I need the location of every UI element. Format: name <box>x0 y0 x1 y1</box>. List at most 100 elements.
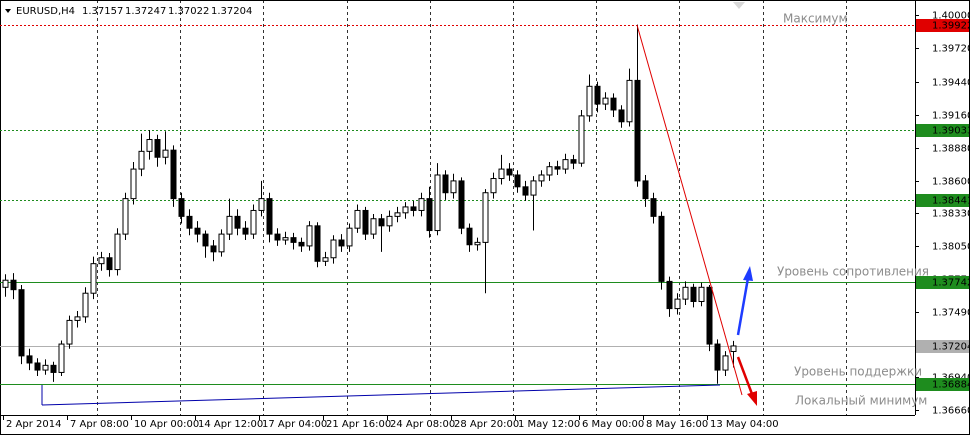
x-tick-label: 24 Apr 08:00 <box>390 419 455 430</box>
candle-body <box>138 150 145 170</box>
annotation: Локальный минимум <box>795 394 927 408</box>
candle-body <box>202 233 209 247</box>
candle-body <box>546 166 553 176</box>
candle-body <box>482 192 489 243</box>
candle-body <box>730 345 737 353</box>
candle-body <box>690 286 697 302</box>
candle-body <box>154 139 161 158</box>
trend-line <box>636 24 743 396</box>
ohlc-open: 1.37157 <box>82 6 123 17</box>
y-tick-label: 1.39720 <box>932 44 970 55</box>
price-label-box <box>916 19 969 32</box>
y-tick-label: 1.38330 <box>932 209 970 220</box>
candle-body <box>338 239 345 247</box>
candle-body <box>242 227 249 235</box>
candle-body <box>514 174 521 188</box>
x-tick-label: 28 Apr 20:00 <box>454 419 519 430</box>
annotation: Максимум <box>783 12 848 26</box>
price-label-box <box>916 194 969 207</box>
candle-body <box>330 239 337 259</box>
candle-body <box>410 206 417 211</box>
candle-body <box>146 139 153 152</box>
candle-body <box>674 298 681 310</box>
candle-body <box>186 215 193 229</box>
price-label-box <box>916 378 969 391</box>
candle-body <box>322 257 329 262</box>
candle-body <box>234 215 241 229</box>
y-tick-label: 1.36660 <box>932 406 970 417</box>
ohlc-high: 1.37247 <box>125 6 166 17</box>
candle-body <box>538 174 545 182</box>
price-label-box <box>916 340 969 353</box>
candle-body <box>562 159 569 170</box>
candle-body <box>314 225 321 262</box>
candle-body <box>218 233 225 253</box>
candle-body <box>682 286 689 300</box>
x-tick-label: 2 Apr 2014 <box>6 419 61 430</box>
ohlc-low: 1.37022 <box>168 6 209 17</box>
x-tick-label: 13 May 04:00 <box>710 419 779 430</box>
price-label-box <box>916 124 969 137</box>
price-label: 1.37742 <box>932 278 970 289</box>
candle-body <box>34 362 41 371</box>
candle-body <box>458 180 465 229</box>
candle-body <box>2 279 9 288</box>
candle-body <box>178 198 185 217</box>
price-label: 1.39033 <box>932 126 970 137</box>
candle-body <box>522 186 529 196</box>
candle-body <box>602 97 609 105</box>
candle-body <box>26 355 33 364</box>
candle-body <box>626 79 633 123</box>
candle-body <box>42 364 49 371</box>
candle-body <box>362 209 369 235</box>
candle-body <box>530 180 537 196</box>
candle-body <box>714 343 721 371</box>
candle-body <box>658 215 665 282</box>
candle-body <box>698 286 705 302</box>
candle-body <box>554 166 561 170</box>
candle-body <box>418 198 425 211</box>
candle-body <box>250 209 257 235</box>
candle-body <box>346 227 353 247</box>
candle-body <box>130 168 137 200</box>
candle-body <box>170 149 177 200</box>
candle-body <box>594 85 601 105</box>
x-tick-label: 7 Apr 08:00 <box>70 419 129 430</box>
candle-body <box>474 241 481 246</box>
candle-body <box>426 198 433 232</box>
candle-body <box>106 257 113 271</box>
levels <box>0 25 915 385</box>
candle-body <box>194 227 201 235</box>
arrow-down <box>736 356 754 395</box>
candle-body <box>290 237 297 243</box>
candles <box>2 24 737 384</box>
candle-body <box>490 178 497 194</box>
price-label: 1.38441 <box>932 196 970 207</box>
price-label: 1.39922 <box>932 21 970 32</box>
candle-body <box>10 279 17 291</box>
x-tick-label: 17 Apr 04:00 <box>262 419 327 430</box>
arrow-head <box>743 266 753 281</box>
menu-icon[interactable] <box>5 9 11 13</box>
candle-body <box>642 180 649 200</box>
candle-body <box>82 292 89 318</box>
price-label-box <box>916 276 969 289</box>
candle-body <box>722 355 729 371</box>
candle-body <box>586 85 593 117</box>
candle-body <box>162 149 169 158</box>
symbol: EURUSD,H4 <box>16 6 75 17</box>
x-tick-label: 10 Apr 00:00 <box>134 419 199 430</box>
candle-body <box>706 286 713 345</box>
candle-body <box>618 109 625 123</box>
candle-body <box>114 233 121 271</box>
candle-body <box>666 280 673 310</box>
candle-body <box>498 168 505 180</box>
candle-body <box>98 257 105 265</box>
candle-body <box>378 218 385 227</box>
y-tick-label: 1.38880 <box>932 144 970 155</box>
y-tick-label: 1.39440 <box>932 78 970 89</box>
candle-body <box>402 206 409 214</box>
candle-body <box>506 168 513 176</box>
annotation: Уровень поддержки <box>794 365 922 379</box>
candle-body <box>90 263 97 294</box>
